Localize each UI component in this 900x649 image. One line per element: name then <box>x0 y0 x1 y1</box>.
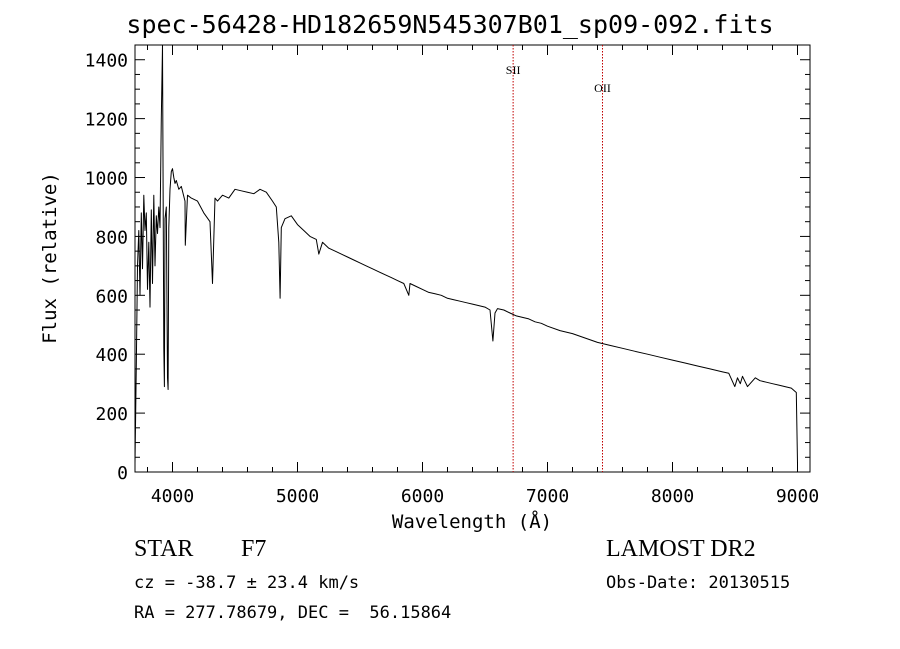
y-tick-label: 200 <box>95 404 128 425</box>
x-tick-label: 5000 <box>276 486 319 507</box>
y-tick-label: 600 <box>95 286 128 307</box>
x-tick-label: 4000 <box>151 486 194 507</box>
spectrum-line <box>134 44 798 464</box>
y-tick-label: 400 <box>95 345 128 366</box>
plot-frame <box>134 44 811 473</box>
observation-date: Obs-Date: 20130515 <box>606 573 791 593</box>
x-tick-label: 7000 <box>526 486 569 507</box>
reference-lines: SII OII <box>506 45 611 472</box>
object-class: STAR <box>134 536 194 562</box>
reference-label-sii: SII <box>506 63 521 77</box>
axis-ticks <box>135 45 810 473</box>
survey-label: LAMOST DR2 <box>606 536 756 562</box>
y-tick-label: 0 <box>117 463 128 484</box>
y-tick-label: 1400 <box>85 51 128 72</box>
ra-dec-coordinates: RA = 277.78679, DEC = 56.15864 <box>134 603 452 623</box>
redshift-velocity: cz = -38.7 ± 23.4 km/s <box>134 573 360 593</box>
y-tick-label: 1000 <box>85 169 128 190</box>
x-tick-label: 9000 <box>776 486 819 507</box>
x-tick-label: 6000 <box>401 486 444 507</box>
object-subclass: F7 <box>241 536 267 562</box>
y-axis-label: Flux (relative) <box>39 172 61 344</box>
axis-tick-labels: 4000 5000 6000 7000 8000 9000 0 200 400 600 800 100… <box>85 51 820 507</box>
chart-title: spec-56428-HD182659N545307B01_sp09-092.f… <box>126 10 774 39</box>
x-axis-label: Wavelength (Å) <box>392 510 552 533</box>
x-tick-label: 8000 <box>651 486 694 507</box>
reference-label-oii: OII <box>594 81 611 95</box>
y-tick-label: 1200 <box>85 110 128 131</box>
spectrum-series <box>134 44 798 464</box>
plot-border <box>134 44 811 473</box>
y-tick-label: 800 <box>95 227 128 248</box>
